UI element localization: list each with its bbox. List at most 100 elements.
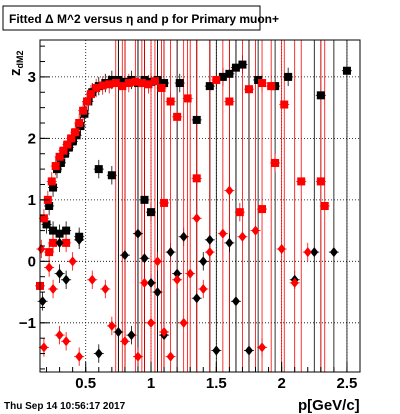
square-marker — [244, 85, 253, 94]
y-axis-label: zdM2 — [7, 51, 25, 77]
square-marker — [235, 208, 244, 217]
square-marker — [67, 134, 76, 143]
diamond-marker — [153, 256, 162, 267]
square-marker — [49, 226, 58, 235]
diamond-marker — [75, 234, 84, 245]
square-marker — [55, 229, 64, 238]
y-tick-label: 0 — [28, 253, 36, 270]
square-marker — [150, 77, 159, 86]
diamond-marker — [133, 228, 142, 239]
square-marker — [62, 226, 71, 235]
square-marker — [79, 106, 88, 115]
diamond-marker — [39, 342, 48, 353]
square-marker — [137, 79, 146, 88]
diamond-marker — [75, 351, 84, 362]
diamond-marker — [277, 244, 286, 255]
square-marker — [92, 83, 101, 92]
square-marker — [284, 72, 293, 81]
square-marker — [205, 82, 214, 91]
y-tick-label: 1 — [28, 192, 36, 209]
diamond-marker — [199, 256, 208, 267]
diamond-marker — [62, 274, 71, 285]
square-marker — [111, 79, 120, 88]
square-marker — [218, 72, 227, 81]
diamond-marker — [173, 268, 182, 279]
square-marker — [45, 202, 54, 210]
diamond-marker — [55, 268, 64, 279]
axes: 0.5 1 1.5 2 2.5 −1 0 1 2 3 — [19, 39, 361, 392]
y-tick-label: 2 — [28, 130, 36, 147]
square-marker — [144, 80, 153, 89]
square-marker — [124, 79, 133, 88]
diamond-marker — [147, 277, 156, 288]
square-marker — [86, 90, 95, 99]
square-marker — [297, 177, 306, 186]
diamond-marker — [120, 250, 129, 261]
diamond-marker — [120, 336, 129, 347]
diamond-marker — [55, 237, 64, 248]
diamond-marker — [258, 342, 267, 353]
diamond-marker — [310, 247, 319, 258]
square-marker — [160, 198, 169, 207]
diamond-marker — [101, 284, 110, 294]
diamond-marker — [199, 284, 208, 294]
square-marker — [51, 162, 60, 171]
diamond-marker — [205, 247, 214, 258]
diamond-marker — [192, 293, 201, 304]
square-marker — [98, 81, 107, 90]
square-marker — [147, 208, 156, 217]
square-marker — [238, 60, 247, 69]
square-marker — [63, 140, 72, 149]
diamond-marker — [218, 228, 227, 239]
data-marks — [36, 60, 351, 362]
diamond-marker — [114, 327, 123, 338]
diamond-marker — [212, 345, 221, 356]
diamond-marker — [251, 225, 260, 236]
square-marker — [192, 174, 201, 183]
diamond-marker — [55, 330, 64, 341]
square-marker — [75, 119, 84, 127]
square-marker — [212, 75, 221, 84]
timestamp: Thu Sep 14 10:56:17 2017 — [4, 401, 126, 412]
diamond-marker — [140, 253, 149, 264]
square-marker — [316, 91, 325, 100]
square-marker — [49, 183, 58, 192]
square-marker — [225, 97, 234, 106]
diamond-marker — [303, 247, 312, 258]
square-marker — [140, 195, 149, 204]
diamond-marker — [231, 296, 240, 307]
x-tick-label: 1.5 — [206, 375, 227, 392]
square-marker — [56, 158, 65, 167]
diamond-marker — [238, 231, 247, 242]
square-marker — [225, 69, 234, 78]
y-tick-label: −1 — [19, 315, 36, 332]
square-marker — [342, 66, 351, 75]
diamond-marker — [192, 213, 201, 224]
diamond-marker — [94, 348, 103, 359]
diamond-marker — [68, 256, 77, 267]
diamond-marker — [38, 296, 47, 307]
diamond-marker — [147, 317, 156, 328]
square-marker — [118, 82, 127, 91]
square-marker — [173, 112, 182, 121]
square-marker — [258, 79, 267, 88]
diamond-marker — [225, 185, 234, 196]
diamond-marker — [186, 268, 195, 279]
square-marker — [160, 79, 169, 88]
square-marker — [192, 115, 201, 124]
square-marker — [183, 94, 192, 103]
diamond-marker — [179, 317, 188, 328]
diamond-marker — [140, 277, 149, 288]
diamond-marker — [160, 327, 169, 338]
diamond-marker — [290, 277, 299, 288]
grid — [40, 40, 360, 372]
square-marker — [280, 100, 289, 109]
diamond-marker — [225, 237, 234, 248]
diamond-marker — [88, 274, 97, 285]
square-marker — [267, 82, 276, 91]
diamond-marker — [49, 284, 58, 294]
square-marker — [45, 248, 54, 257]
diamond-marker — [179, 231, 188, 242]
square-marker — [107, 171, 116, 180]
